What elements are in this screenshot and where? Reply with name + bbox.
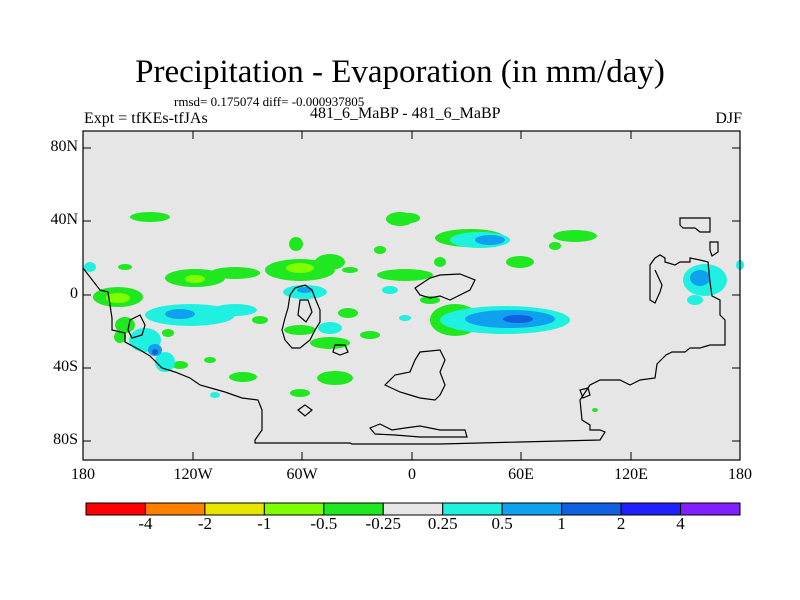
lat-tick-label: 80S <box>53 431 78 448</box>
colorbar-box <box>561 502 622 516</box>
map-background <box>83 131 740 460</box>
stats-text: rmsd= 0.175074 diff= -0.000937805 <box>174 94 365 109</box>
coastlines <box>82 217 726 445</box>
colorbar-box <box>204 502 265 516</box>
lat-tick-label: 40S <box>53 358 78 375</box>
lat-tick-label: 40N <box>50 211 78 228</box>
lon-ticks <box>82 131 741 460</box>
lon-tick-label: 0 <box>408 466 416 483</box>
cases-label: 481_6_MaBP - 481_6_MaBP <box>310 105 501 122</box>
colorbar-label: -2 <box>197 514 212 533</box>
experiment-label: Expt = tfKEs-tfJAs <box>84 110 208 127</box>
light-green-patches <box>106 263 314 303</box>
colorbar-label: -0.25 <box>365 514 401 533</box>
colorbar-box <box>144 502 206 516</box>
colorbar-box <box>620 502 682 516</box>
colorbar <box>85 502 741 516</box>
colorbar-box <box>680 502 741 516</box>
dark-blue-patches <box>152 315 533 355</box>
colorbar-label: -1 <box>257 514 272 533</box>
lon-tick-label: 180 <box>728 466 752 483</box>
lon-tick-label: 60W <box>286 466 318 483</box>
colorbar-label: -4 <box>138 514 153 533</box>
colorbar-label: 1 <box>557 514 566 533</box>
colorbar-label: -0.5 <box>310 514 338 533</box>
colorbar-label: 0.5 <box>491 514 513 533</box>
colorbar-label: 4 <box>676 514 685 533</box>
lon-tick-label: 120E <box>614 466 648 483</box>
colorbar-label: 2 <box>616 514 626 533</box>
lon-tick-label: 60E <box>508 466 534 483</box>
lat-ticks <box>83 147 740 442</box>
lat-tick-label: 0 <box>70 285 78 302</box>
lon-tick-label: 120W <box>173 466 213 483</box>
colorbar-box <box>85 502 146 516</box>
colorbar-label: 0.25 <box>427 514 458 533</box>
field-patches <box>84 212 744 412</box>
season-label: DJF <box>715 110 742 127</box>
lat-tick-label: 80N <box>50 138 78 155</box>
map-title: Precipitation - Evaporation (in mm/day) <box>135 54 665 90</box>
lon-tick-label: 180 <box>71 466 95 483</box>
